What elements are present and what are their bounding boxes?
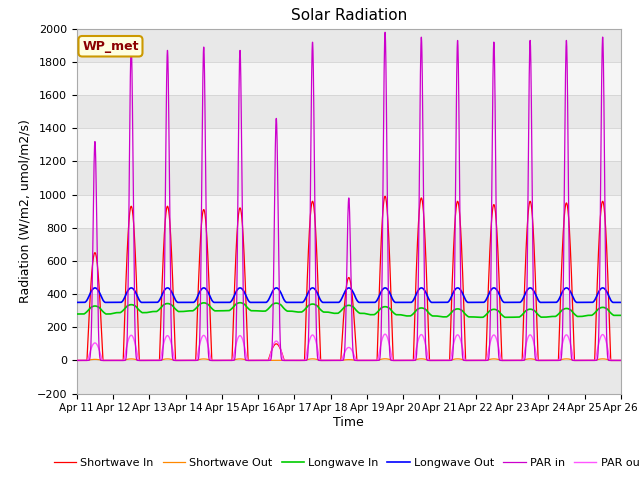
Line: PAR out: PAR out [77, 334, 621, 360]
PAR out [381, 331, 389, 337]
Shortwave In [171, 330, 179, 336]
PAR in [73, 358, 81, 363]
Longwave Out [616, 300, 624, 305]
Shortwave Out [328, 358, 336, 363]
Longwave In [501, 314, 509, 320]
Shortwave Out [616, 358, 624, 363]
PAR out [617, 358, 625, 363]
Longwave In [616, 312, 624, 318]
Line: Shortwave Out: Shortwave Out [77, 359, 621, 360]
PAR in [471, 358, 479, 363]
PAR out [616, 358, 624, 363]
Longwave In [471, 314, 479, 320]
Longwave In [329, 310, 337, 316]
PAR out [73, 358, 81, 363]
Shortwave Out [381, 356, 389, 361]
Shortwave In [471, 358, 479, 363]
Shortwave In [73, 358, 81, 363]
PAR out [502, 358, 509, 363]
PAR in [171, 358, 179, 363]
Line: Longwave In: Longwave In [77, 303, 621, 317]
PAR in [616, 358, 624, 363]
Longwave Out [355, 300, 363, 305]
Shortwave Out [502, 358, 509, 363]
Bar [77, 327, 621, 360]
Shortwave Out [73, 358, 81, 363]
Legend: Shortwave In, Shortwave Out, Longwave In, Longwave Out, PAR in, PAR out: Shortwave In, Shortwave Out, Longwave In… [49, 454, 640, 473]
Shortwave Out [171, 357, 179, 363]
Longwave Out [471, 300, 479, 305]
Shortwave In [328, 358, 336, 363]
Longwave Out [171, 295, 179, 301]
Shortwave In [441, 358, 449, 363]
Longwave Out [441, 300, 449, 305]
Line: Shortwave In: Shortwave In [77, 196, 621, 360]
Shortwave In [616, 358, 624, 363]
Shortwave In [502, 358, 509, 363]
Longwave In [617, 312, 625, 318]
Bar [77, 261, 621, 294]
Bar [77, 62, 621, 95]
Bar [77, 194, 621, 228]
PAR out [171, 357, 179, 362]
Longwave Out [345, 285, 353, 291]
Longwave In [236, 300, 244, 306]
PAR in [502, 358, 509, 363]
Longwave In [171, 305, 179, 311]
Line: Longwave Out: Longwave Out [77, 288, 621, 302]
PAR out [328, 358, 336, 363]
X-axis label: Time: Time [333, 416, 364, 429]
Longwave Out [328, 300, 336, 305]
Longwave Out [502, 300, 509, 305]
PAR in [328, 358, 336, 363]
PAR in [441, 358, 449, 363]
Shortwave Out [617, 358, 625, 363]
Longwave Out [617, 300, 625, 305]
Shortwave In [381, 193, 389, 199]
Shortwave In [617, 358, 625, 363]
Shortwave Out [471, 358, 479, 363]
Longwave Out [73, 300, 81, 305]
Title: Solar Radiation: Solar Radiation [291, 9, 407, 24]
Line: PAR in: PAR in [77, 32, 621, 360]
Longwave In [441, 314, 449, 320]
Longwave In [502, 314, 509, 320]
Shortwave Out [441, 358, 449, 363]
PAR out [471, 358, 479, 363]
PAR out [441, 358, 449, 363]
Y-axis label: Radiation (W/m2, umol/m2/s): Radiation (W/m2, umol/m2/s) [18, 119, 31, 303]
PAR in [617, 358, 625, 363]
Text: WP_met: WP_met [82, 40, 139, 53]
Longwave In [73, 311, 81, 317]
Bar [77, 128, 621, 161]
PAR in [381, 29, 389, 35]
